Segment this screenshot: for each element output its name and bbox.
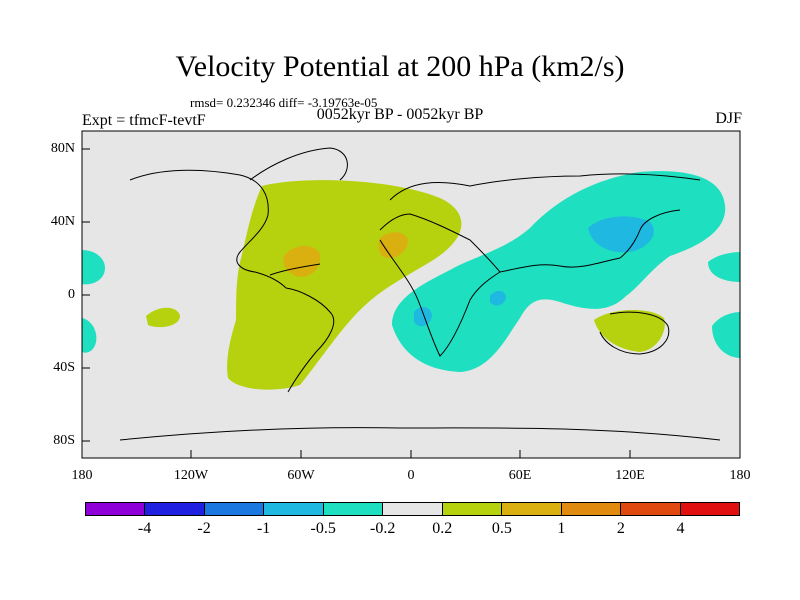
colorbar-segment <box>204 503 265 515</box>
colorbar-label: 0.5 <box>491 520 512 537</box>
colorbar-label: -0.2 <box>370 520 396 537</box>
colorbar-label: 4 <box>676 520 685 537</box>
y-tick-label: 40N <box>50 214 75 229</box>
colorbar-segment <box>621 503 681 515</box>
case-label: 0052kyr BP - 0052kyr BP <box>316 106 484 123</box>
x-tick-label: 120W <box>173 468 209 483</box>
colorbar-segment <box>383 503 443 515</box>
colorbar-segment <box>502 503 562 515</box>
season-label: DJF <box>715 110 742 127</box>
negative-core-madagascar <box>490 290 506 306</box>
colorbar-label: 0.2 <box>432 520 453 537</box>
coastlines <box>119 147 721 441</box>
experiment-label: Expt = tfmcF-tevtF <box>82 112 206 129</box>
negative-region-pacific-west-south <box>712 312 740 358</box>
negative-core-east-asia <box>588 216 654 253</box>
x-tick-label: 60E <box>508 468 532 483</box>
colorbar-segment <box>680 503 739 515</box>
rmsd-diff-stats: rmsd= 0.232346 diff= -3.19763e-05 <box>190 95 378 110</box>
colorbar-segment <box>145 503 205 515</box>
negative-region-pacific-west <box>708 252 740 282</box>
colorbar <box>85 502 740 516</box>
positive-region-atlantic <box>227 180 462 390</box>
colorbar-label: 1 <box>557 520 566 537</box>
negative-core-africa <box>414 307 432 327</box>
positive-region-australia <box>594 309 665 352</box>
colorbar-label: -2 <box>197 520 211 537</box>
axis-ticks <box>82 148 631 458</box>
x-tick-label: 60W <box>287 468 315 483</box>
y-tick-label: 80N <box>50 141 75 156</box>
y-tick-label: 80S <box>53 433 75 448</box>
colorbar-segment <box>442 503 503 515</box>
y-tick-label: 0 <box>68 287 75 302</box>
colorbar-label: -1 <box>256 520 271 537</box>
colorbar-segment <box>323 503 384 515</box>
colorbar-segment <box>264 503 324 515</box>
x-tick-label: 180 <box>71 468 93 483</box>
x-tick-label: 180 <box>729 468 751 483</box>
colorbar-segment <box>561 503 622 515</box>
x-tick-label: 120E <box>615 468 645 483</box>
map-title: Velocity Potential at 200 hPa (km2/s) <box>175 50 625 83</box>
hotspot-west-africa <box>378 232 408 259</box>
y-tick-label: 40S <box>53 360 75 375</box>
colorbar-segment <box>86 503 146 515</box>
colorbar-label: 2 <box>616 520 625 537</box>
x-tick-label: 0 <box>407 468 415 483</box>
negative-region-pacific-east-south <box>82 318 97 353</box>
positive-region-south-pacific <box>146 307 180 328</box>
colorbar-label: -4 <box>137 520 152 537</box>
colorbar-label: -0.5 <box>310 520 336 537</box>
negative-region-pacific-east <box>82 250 105 285</box>
